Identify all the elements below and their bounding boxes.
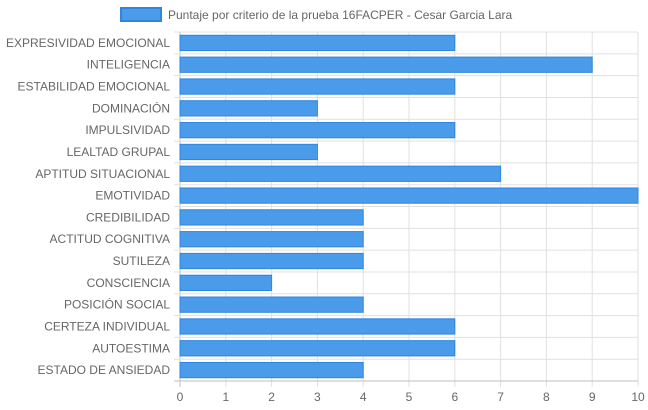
category-label: AUTOESTIMA [92,341,170,355]
legend-swatch[interactable] [120,7,162,22]
legend[interactable]: Puntaje por criterio de la prueba 16FACP… [120,7,512,22]
category-label: EXPRESIVIDAD EMOCIONAL [6,36,170,50]
category-label: CERTEZA INDIVIDUAL [44,319,170,333]
bar-7[interactable] [179,165,502,182]
category-label: SUTILEZA [113,254,170,268]
x-tick-label: 4 [360,390,367,404]
bar-14[interactable] [179,318,456,335]
category-label: ACTITUD COGNITIVA [50,232,170,246]
legend-label[interactable]: Puntaje por criterio de la prueba 16FACP… [168,8,512,22]
category-label: POSICIÓN SOCIAL [64,297,170,312]
bars [179,34,639,379]
bar-3[interactable] [179,78,456,95]
category-label: ESTADO DE ANSIEDAD [38,363,171,377]
bar-10[interactable] [179,231,364,248]
bar-2[interactable] [179,56,593,73]
bar-6[interactable] [179,143,318,161]
x-tick-label: 8 [543,390,550,404]
x-tick-label: 10 [631,390,645,404]
category-label: IMPULSIVIDAD [85,123,170,137]
x-tick-label: 0 [177,390,184,404]
bar-8[interactable] [179,187,639,204]
bar-5[interactable] [179,122,456,139]
bar-9[interactable] [179,209,364,226]
x-tick-label: 9 [589,390,596,404]
x-tick-label: 7 [497,390,504,404]
x-axis-tick-labels: 0 1 2 3 4 5 6 7 8 9 10 [177,390,645,404]
category-label: ESTABILIDAD EMOCIONAL [18,80,171,94]
y-axis-labels: EXPRESIVIDAD EMOCIONAL INTELIGENCIA ESTABI… [6,36,170,377]
category-label: APTITUD SITUACIONAL [35,167,170,181]
x-tick-label: 1 [222,390,229,404]
category-label: EMOTIVIDAD [95,189,170,203]
bar-1[interactable] [179,34,456,52]
bar-15[interactable] [179,340,456,357]
x-tick-label: 5 [406,390,413,404]
bar-12[interactable] [179,274,273,291]
x-tick-label: 6 [451,390,458,404]
bar-11[interactable] [179,252,364,270]
bar-4[interactable] [179,100,318,117]
x-tick-label: 2 [268,390,275,404]
category-label: CONSCIENCIA [87,276,170,290]
bar-13[interactable] [179,296,364,313]
category-label: CREDIBILIDAD [86,210,170,224]
bar-16[interactable] [179,361,364,379]
category-label: INTELIGENCIA [87,58,170,72]
category-label: DOMINACIÓN [92,100,170,115]
x-tick-label: 3 [314,390,321,404]
category-label: LEALTAD GRUPAL [67,145,171,159]
